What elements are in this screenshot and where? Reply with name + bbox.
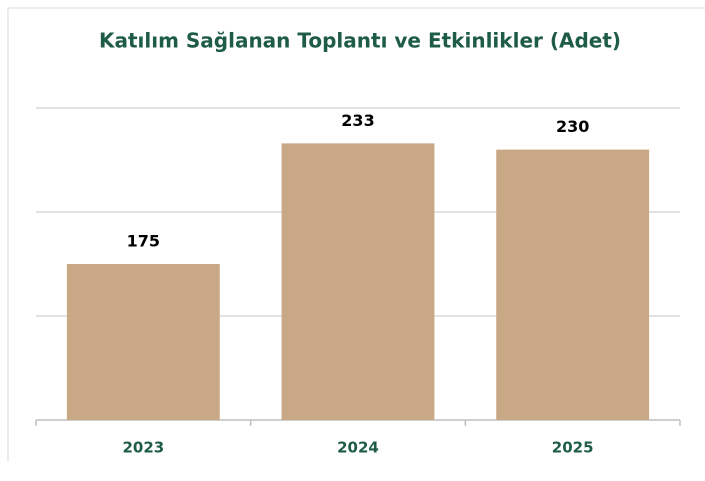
chart-title: Katılım Sağlanan Toplantı ve Etkinlikler… (99, 29, 621, 53)
bar (496, 149, 650, 420)
x-tick-label: 2024 (337, 439, 379, 457)
bar (281, 143, 435, 421)
data-label: 233 (341, 111, 374, 130)
bar (66, 264, 220, 420)
x-tick-label: 2023 (122, 439, 164, 457)
data-label: 230 (556, 117, 589, 136)
x-tick-label: 2025 (552, 439, 594, 457)
frame (7, 7, 705, 462)
data-label: 175 (127, 232, 160, 251)
